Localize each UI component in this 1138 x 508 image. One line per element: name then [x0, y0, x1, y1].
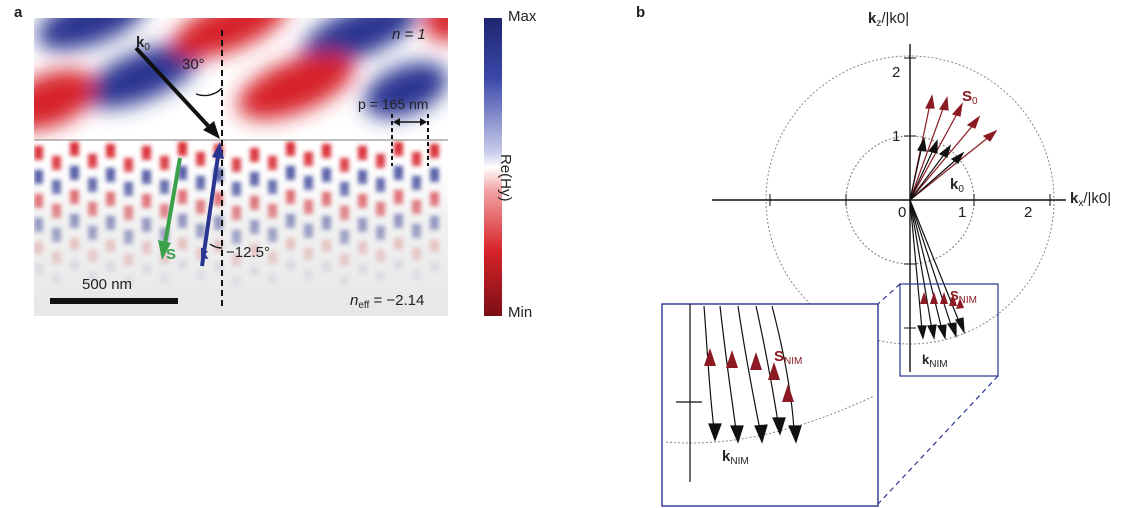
- colorbar: [484, 18, 502, 316]
- panel-b-letter: b: [636, 4, 646, 21]
- medium-top-label: n = 1: [392, 26, 426, 43]
- colorbar-title: Re(Hy): [497, 154, 514, 202]
- tick-x-2: 2: [1024, 204, 1033, 221]
- k0-incident-arrow: [134, 46, 214, 132]
- colorbar-min: Min: [508, 304, 533, 321]
- k-refracted-arrow: [200, 155, 220, 267]
- colorbar-max: Max: [508, 8, 537, 25]
- inset-marker-box: [899, 283, 999, 377]
- inset-zoom-box: [661, 303, 879, 507]
- k-label: k: [200, 246, 209, 263]
- period-label: p = 165 nm: [358, 96, 429, 112]
- k0-vector-label: k0: [950, 176, 964, 195]
- s0-label: S0: [962, 88, 978, 107]
- panel-a-letter: a: [14, 4, 23, 21]
- angle-30-label: 30°: [182, 56, 205, 73]
- tick-x-0: 0: [898, 204, 907, 221]
- scalebar-label: 500 nm: [82, 276, 133, 293]
- knim-label-inset: kNIM: [722, 448, 749, 467]
- snim-label-small: SNIM: [950, 288, 978, 306]
- k0-label: k0: [136, 34, 150, 53]
- knim-label-small: kNIM: [922, 352, 948, 370]
- tick-x-1: 1: [958, 204, 967, 221]
- tick-z-1: 1: [892, 128, 901, 145]
- z-axis-label: kz/|k0|: [868, 10, 910, 29]
- s-energy-arrow: [163, 157, 182, 245]
- angle-refracted-label: −12.5°: [226, 244, 270, 261]
- x-axis-label: kx/|k0|: [1070, 190, 1112, 209]
- snim-label-inset: SNIM: [774, 348, 803, 367]
- field-map: [34, 18, 448, 316]
- neff-label: neff = −2.14: [350, 292, 425, 311]
- scale-bar: [50, 298, 178, 304]
- wavevector-diagram: [661, 44, 1066, 507]
- s-label: S: [166, 246, 177, 263]
- tick-z-2: 2: [892, 64, 901, 81]
